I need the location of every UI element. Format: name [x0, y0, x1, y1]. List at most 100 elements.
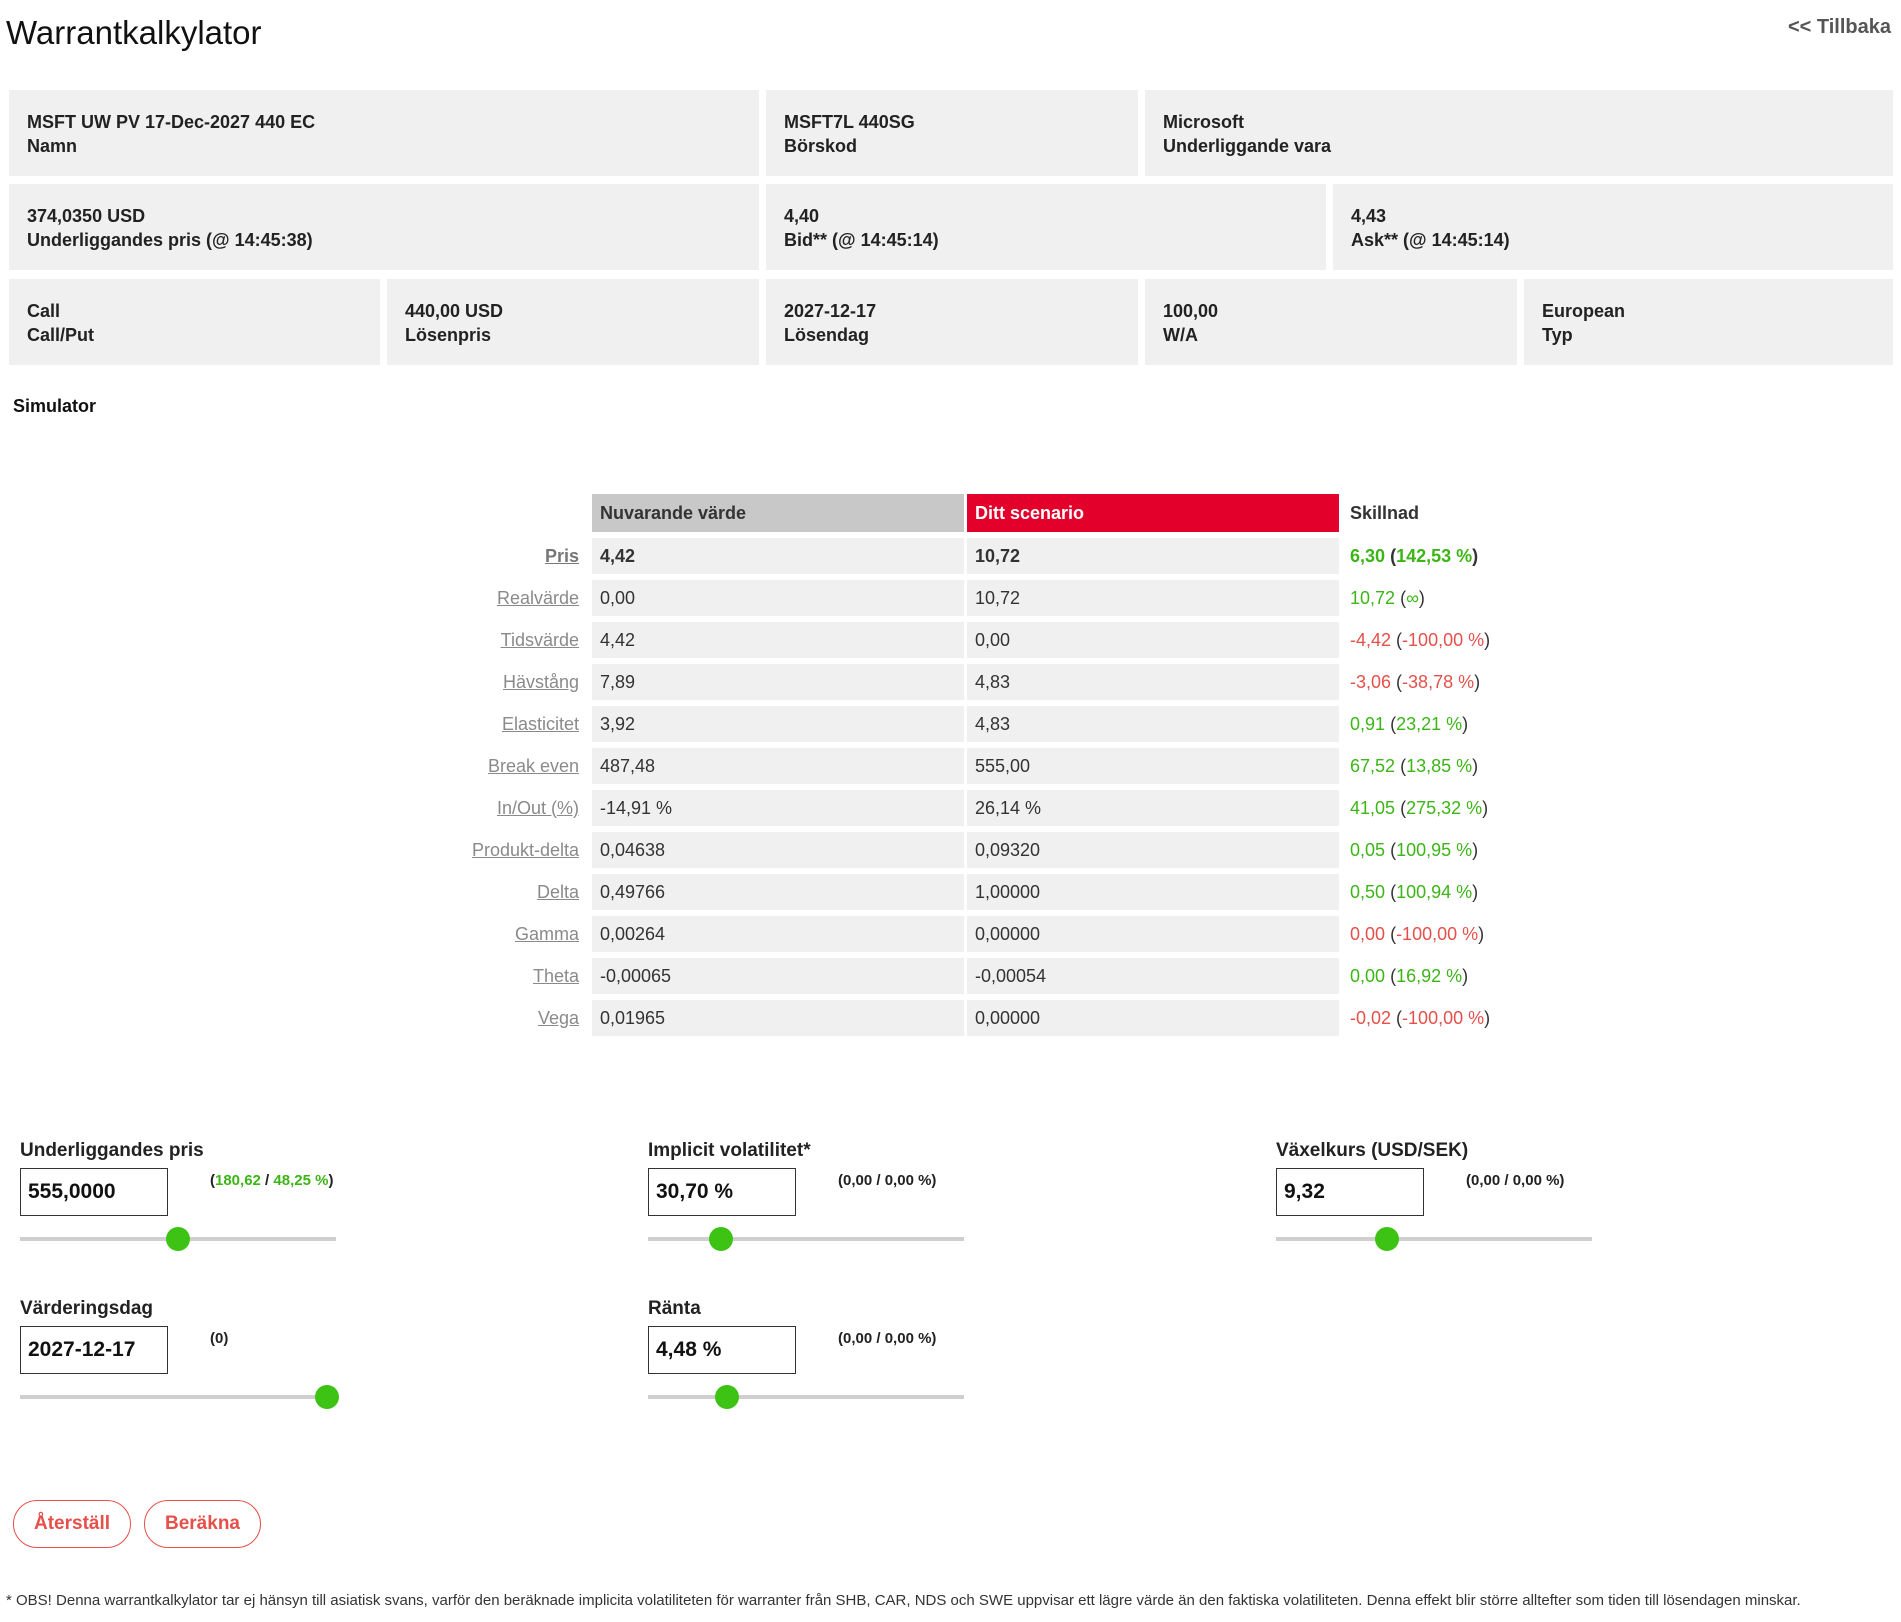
row-label-link[interactable]: Break even: [487, 755, 579, 776]
row-diff-pct: 13,85 %: [1406, 755, 1473, 776]
back-link[interactable]: << Tillbaka: [1787, 16, 1891, 38]
exchange-rate-slider[interactable]: [1276, 1227, 1592, 1251]
row-label-link[interactable]: Delta: [536, 881, 579, 902]
simulator-title: Simulator: [13, 396, 97, 416]
info-ask-value: 4,43: [1351, 206, 1387, 226]
exchange-rate-input[interactable]: [1276, 1168, 1424, 1216]
table-row: Hävstång 7,89 4,83 -3,06 (-38,78 %): [383, 664, 1578, 700]
row-diff-value: 6,30: [1350, 545, 1386, 566]
row-label-link[interactable]: Pris: [544, 545, 579, 566]
exchange-rate-control: Växelkurs (USD/SEK) (0,00 / 0,00 %): [1276, 1140, 1606, 1260]
row-diff-pct: 23,21 %: [1396, 713, 1463, 734]
interest-rate-input[interactable]: [648, 1326, 796, 1374]
row-difference: 0,00 (-100,00 %): [1350, 923, 1485, 944]
row-difference: 67,52 (13,85 %): [1350, 755, 1479, 776]
row-diff-pct: 100,94 %: [1396, 881, 1473, 902]
info-expiry-value: 2027-12-17: [784, 301, 877, 321]
row-current-value: 0,49766: [592, 874, 964, 910]
row-diff-value: -0,02: [1350, 1007, 1392, 1028]
row-difference: 0,50 (100,94 %): [1350, 881, 1479, 902]
row-label-link[interactable]: Tidsvärde: [500, 629, 579, 650]
row-diff-value: 0,91: [1350, 713, 1386, 734]
page-title: Warrantkalkylator: [6, 14, 262, 51]
row-diff-pct: 100,95 %: [1396, 839, 1473, 860]
row-current-value: -14,91 %: [592, 790, 964, 826]
row-label-link[interactable]: Elasticitet: [501, 713, 579, 734]
exchange-rate-label: Växelkurs (USD/SEK): [1276, 1140, 1469, 1161]
row-label-link[interactable]: Produkt-delta: [471, 839, 579, 860]
interest-rate-control: Ränta (0,00 / 0,00 %): [648, 1298, 978, 1418]
info-callput: Call Call/Put: [9, 279, 380, 365]
row-difference: -3,06 (-38,78 %): [1350, 671, 1481, 692]
row-scenario-value: 1,00000: [967, 874, 1339, 910]
row-current-value: 4,42: [592, 622, 964, 658]
info-underlying: Microsoft Underliggande vara: [1145, 90, 1893, 176]
row-label-link[interactable]: Theta: [532, 965, 579, 986]
info-ratio-label: W/A: [1163, 325, 1198, 345]
info-row-3: Call Call/Put 440,00 USD Lösenpris 2027-…: [9, 279, 1893, 365]
row-label-link[interactable]: Hävstång: [502, 671, 579, 692]
header-scenario: Ditt scenario: [967, 494, 1339, 532]
row-scenario-value: 10,72: [967, 538, 1339, 574]
interest-rate-slider-thumb[interactable]: [715, 1385, 739, 1409]
table-row: Elasticitet 3,92 4,83 0,91 (23,21 %): [383, 706, 1578, 742]
info-ask-time: 14:45:14: [1431, 230, 1504, 250]
info-underlying-price-label: Underliggandes pris (@ 14:45:38): [27, 230, 313, 250]
implied-volatility-input[interactable]: [648, 1168, 796, 1216]
row-scenario-value: 0,00: [967, 622, 1339, 658]
row-difference: 0,91 (23,21 %): [1350, 713, 1469, 734]
interest-rate-slider[interactable]: [648, 1385, 964, 1409]
exchange-rate-change: (0,00 / 0,00 %): [1466, 1172, 1565, 1189]
underlying-price-slider-thumb[interactable]: [166, 1227, 190, 1251]
row-current-value: 3,92: [592, 706, 964, 742]
table-row: Delta 0,49766 1,00000 0,50 (100,94 %): [383, 874, 1578, 910]
row-diff-pct: -100,00 %: [1402, 1007, 1485, 1028]
row-diff-pct: -100,00 %: [1402, 629, 1485, 650]
info-row-1: MSFT UW PV 17-Dec-2027 440 EC Namn MSFT7…: [9, 90, 1893, 176]
valuation-date-slider[interactable]: [20, 1385, 339, 1409]
row-label-link[interactable]: Gamma: [514, 923, 579, 944]
info-strike-value: 440,00 USD: [405, 301, 504, 321]
row-diff-value: 10,72: [1350, 587, 1396, 608]
exchange-rate-slider-thumb[interactable]: [1374, 1227, 1399, 1251]
table-row: Gamma 0,00264 0,00000 0,00 (-100,00 %): [383, 916, 1578, 952]
row-diff-value: -4,42: [1350, 629, 1392, 650]
implied-volatility-slider-thumb[interactable]: [708, 1227, 733, 1251]
underlying-price-slider[interactable]: [20, 1227, 336, 1251]
row-scenario-value: 4,83: [967, 706, 1339, 742]
valuation-date-slider-thumb[interactable]: [314, 1385, 339, 1409]
row-current-value: 7,89: [592, 664, 964, 700]
table-row: Theta -0,00065 -0,00054 0,00 (16,92 %): [383, 958, 1578, 994]
row-label-link[interactable]: In/Out (%): [496, 797, 579, 818]
row-label-link[interactable]: Vega: [537, 1007, 579, 1028]
table-row: Break even 487,48 555,00 67,52 (13,85 %): [383, 748, 1578, 784]
info-ask: 4,43 Ask** (@ 14:45:14): [1333, 184, 1893, 270]
info-underlying-label: Underliggande vara: [1163, 136, 1332, 156]
row-difference: 6,30 (142,53 %): [1350, 545, 1479, 566]
row-diff-value: -3,06: [1350, 671, 1392, 692]
underlying-price-control: Underliggandes pris (180,62 / 48,25 %): [20, 1140, 350, 1260]
row-scenario-value: 0,09320: [967, 832, 1339, 868]
info-ratio: 100,00 W/A: [1145, 279, 1517, 365]
table-row: Tidsvärde 4,42 0,00 -4,42 (-100,00 %): [383, 622, 1578, 658]
implied-volatility-slider[interactable]: [648, 1227, 964, 1251]
info-ask-label: Ask** (@ 14:45:14): [1351, 230, 1510, 250]
row-diff-value: 0,00: [1350, 923, 1386, 944]
simulator-table: Nuvarande värde Ditt scenario Skillnad P…: [380, 488, 1581, 1042]
calculate-button[interactable]: Beräkna: [144, 1500, 261, 1548]
info-name: MSFT UW PV 17-Dec-2027 440 EC Namn: [9, 90, 759, 176]
row-label-link[interactable]: Realvärde: [496, 587, 579, 608]
row-difference: 0,00 (16,92 %): [1350, 965, 1469, 986]
row-difference: 0,05 (100,95 %): [1350, 839, 1479, 860]
reset-button[interactable]: Återställ: [13, 1500, 132, 1548]
info-type-label: Typ: [1542, 325, 1573, 345]
row-diff-pct: ∞: [1406, 587, 1419, 608]
footnote: * OBS! Denna warrantkalkylator tar ej hä…: [6, 1592, 1801, 1609]
valuation-date-input[interactable]: [20, 1326, 168, 1374]
info-ratio-value: 100,00: [1163, 301, 1219, 321]
underlying-price-input[interactable]: [20, 1168, 168, 1216]
row-diff-value: 67,52: [1350, 755, 1396, 776]
row-scenario-value: 555,00: [967, 748, 1339, 784]
info-bid-time: 14:45:14: [860, 230, 933, 250]
row-diff-value: 0,00: [1350, 965, 1386, 986]
